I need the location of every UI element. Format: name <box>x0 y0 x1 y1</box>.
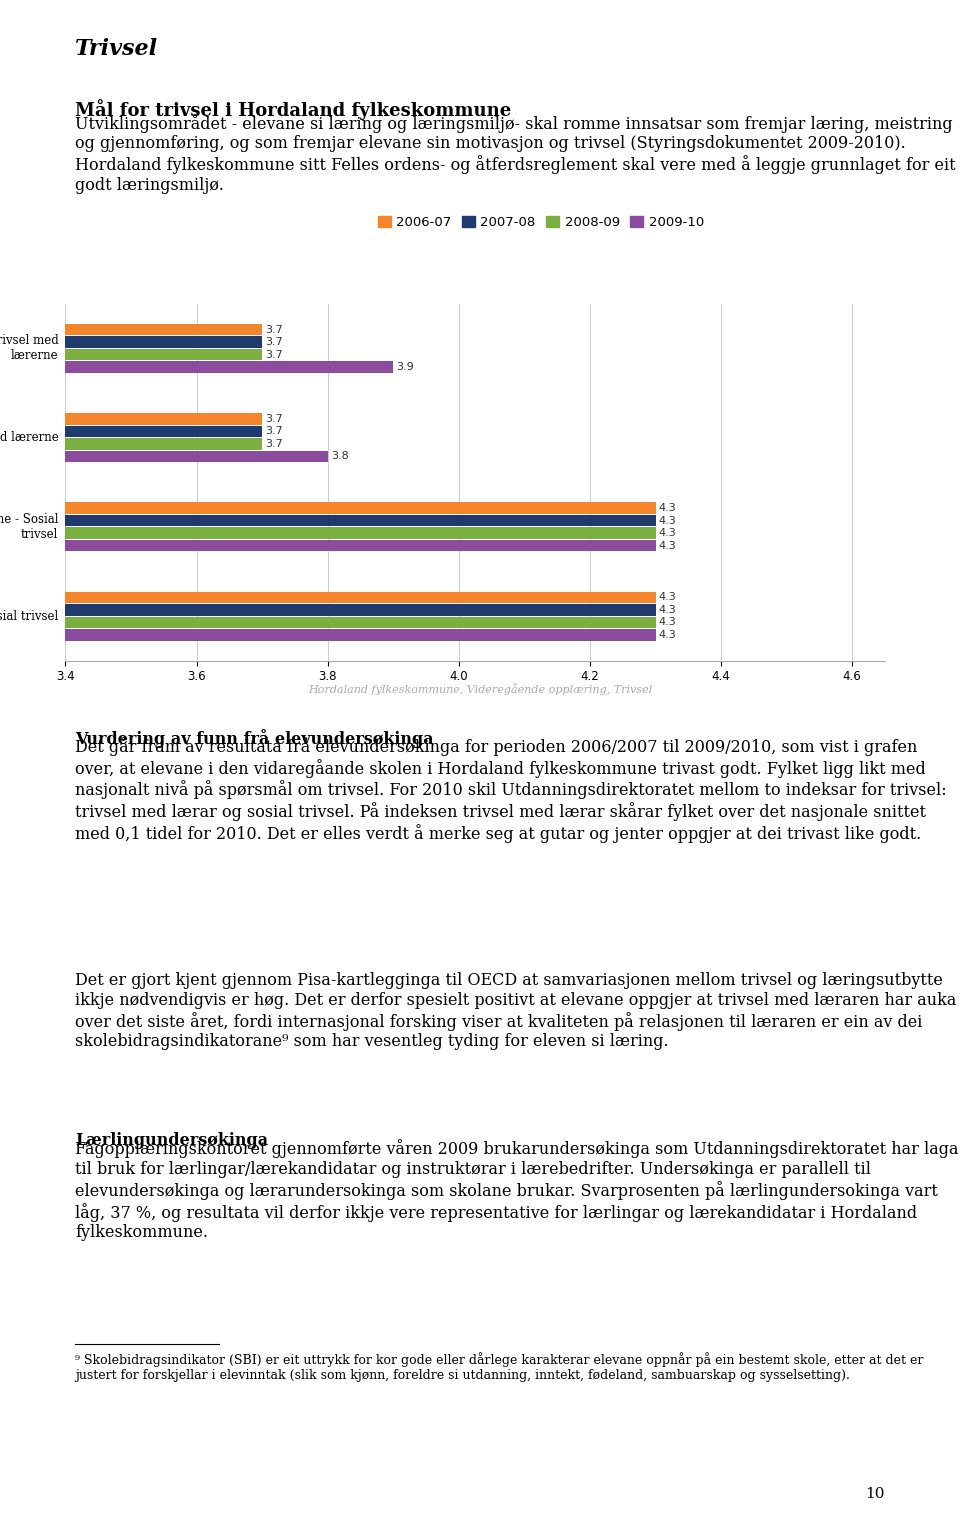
Bar <box>0 605 656 615</box>
Bar <box>0 503 656 513</box>
Text: Trivsel: Trivsel <box>75 38 158 59</box>
Text: Det er gjort kjent gjennom Pisa-kartlegginga til OECD at samvariasjonen mellom t: Det er gjort kjent gjennom Pisa-kartlegg… <box>75 972 956 1050</box>
Text: Utviklingsområdet - elevane si læring og læringsmiljø- skal romme innsatsar som : Utviklingsområdet - elevane si læring og… <box>75 114 955 194</box>
Bar <box>0 451 327 462</box>
Text: Hordaland fylkeskommune, Videregående opplæring, Trivsel: Hordaland fylkeskommune, Videregående op… <box>308 684 652 696</box>
Text: 3.8: 3.8 <box>331 451 348 462</box>
Text: 4.3: 4.3 <box>659 515 677 526</box>
Text: Mål for trivsel i Hordaland fylkeskommune: Mål for trivsel i Hordaland fylkeskommun… <box>75 99 512 120</box>
Text: 3.7: 3.7 <box>265 427 283 436</box>
Legend: 2006-07, 2007-08, 2008-09, 2009-10: 2006-07, 2007-08, 2008-09, 2009-10 <box>372 211 709 234</box>
Text: Vurdering av funn frå elevundersøkinga: Vurdering av funn frå elevundersøkinga <box>75 729 434 747</box>
Text: 4.3: 4.3 <box>659 630 677 639</box>
Bar <box>0 413 262 425</box>
Bar <box>0 591 656 603</box>
Bar <box>0 527 656 539</box>
Text: 4.3: 4.3 <box>659 617 677 627</box>
Text: 3.7: 3.7 <box>265 413 283 424</box>
Text: Fagopplæringskontoret gjennomførte våren 2009 brukarundersøkinga som Utdanningsd: Fagopplæringskontoret gjennomførte våren… <box>75 1139 958 1241</box>
Text: 4.3: 4.3 <box>659 541 677 551</box>
Bar <box>0 617 656 629</box>
Bar <box>0 349 262 360</box>
Text: 3.7: 3.7 <box>265 325 283 334</box>
Text: 3.7: 3.7 <box>265 337 283 348</box>
Bar <box>0 362 394 374</box>
Text: 3.7: 3.7 <box>265 349 283 360</box>
Bar <box>0 324 262 336</box>
Text: 3.9: 3.9 <box>396 362 415 372</box>
Text: 4.3: 4.3 <box>659 605 677 615</box>
Text: ⁹ Skolebidragsindikator (SBI) er eit uttrykk for kor gode eller dårlege karakter: ⁹ Skolebidragsindikator (SBI) er eit utt… <box>75 1352 924 1382</box>
Text: 4.3: 4.3 <box>659 592 677 603</box>
Text: 4.3: 4.3 <box>659 503 677 513</box>
Bar <box>0 515 656 527</box>
Bar <box>0 629 656 641</box>
Bar <box>0 539 656 551</box>
Text: Det går fram av resultata frå elevundersøkinga for perioden 2006/2007 til 2009/2: Det går fram av resultata frå elevunders… <box>75 737 947 843</box>
Text: 10: 10 <box>866 1487 885 1501</box>
Text: Lærlingundersøkinga: Lærlingundersøkinga <box>75 1132 268 1148</box>
Bar <box>0 425 262 437</box>
Bar <box>0 336 262 348</box>
Text: 3.7: 3.7 <box>265 439 283 450</box>
Text: 4.3: 4.3 <box>659 529 677 538</box>
Bar <box>0 437 262 450</box>
